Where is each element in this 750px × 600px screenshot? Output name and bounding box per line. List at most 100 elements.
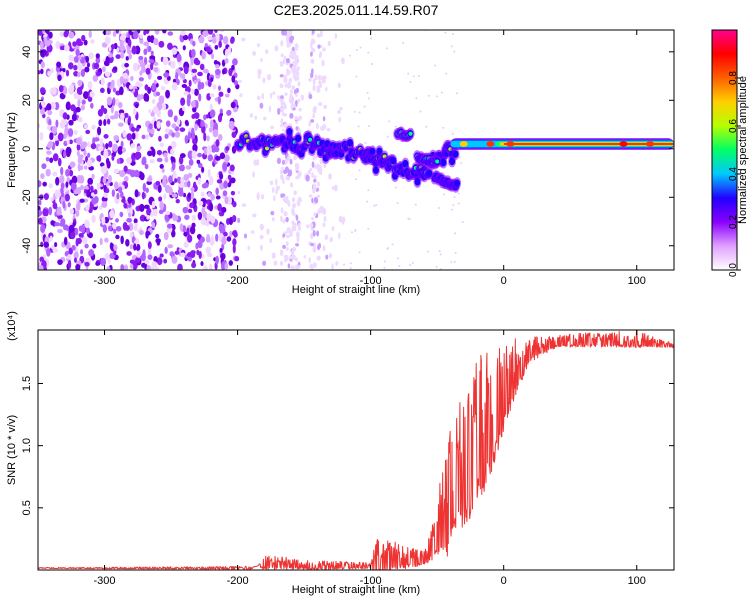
noise-speckle (78, 233, 84, 238)
noise-speckle (146, 180, 153, 185)
noise-speckle (50, 220, 55, 226)
noise-speckle (67, 254, 72, 260)
signal-core (408, 131, 413, 136)
noise-speckle (289, 230, 293, 237)
noise-speckle (54, 189, 60, 199)
noise-speckle (46, 150, 52, 155)
noise-speckle (238, 79, 242, 84)
signal-blob (372, 166, 379, 174)
noise-speckle (104, 71, 111, 77)
noise-speckle (316, 33, 321, 38)
spectrogram-y-ticks: -40 -20 0 20 40 (21, 46, 674, 254)
noise-speckle (328, 173, 332, 180)
noise-speckle (190, 100, 197, 108)
noise-speckle (206, 234, 211, 242)
noise-speckle (322, 116, 326, 122)
signal-peak (506, 140, 515, 147)
noise-speckle (334, 33, 338, 40)
noise-speckle (139, 34, 144, 39)
noise-speckle (189, 251, 196, 259)
noise-speckle (80, 249, 84, 255)
noise-speckle (178, 182, 185, 188)
noise-speckle (339, 106, 343, 111)
noise-speckle (285, 68, 289, 75)
noise-speckle (337, 82, 341, 89)
noise-speckle (174, 250, 180, 255)
snr-plot-area (38, 330, 674, 570)
snr-panel: -300 -200 -100 0 100 0.5 1.0 1.5 Height of str… (6, 311, 675, 596)
noise-speckle (354, 229, 357, 232)
noise-speckle (57, 74, 62, 82)
noise-speckle (233, 80, 239, 86)
noise-speckle (201, 125, 206, 134)
noise-speckle (451, 33, 454, 36)
noise-speckle (210, 53, 215, 60)
noise-speckle (43, 241, 50, 248)
noise-speckle (158, 209, 164, 215)
noise-speckle (249, 113, 254, 118)
noise-speckle (147, 254, 153, 260)
noise-speckle (126, 133, 133, 141)
noise-speckle (128, 53, 132, 60)
noise-speckle (228, 120, 235, 130)
noise-speckle (443, 193, 446, 196)
noise-speckle (450, 261, 453, 264)
noise-speckle (151, 99, 156, 104)
noise-speckle (75, 106, 81, 113)
noise-speckle (312, 113, 316, 119)
noise-speckle (92, 243, 97, 249)
noise-speckle (153, 67, 159, 72)
x-tick-label: -100 (360, 275, 382, 287)
noise-speckle (303, 255, 307, 259)
noise-speckle (129, 232, 134, 238)
noise-speckle (124, 112, 129, 118)
noise-speckle (254, 115, 258, 120)
noise-speckle (103, 149, 109, 159)
noise-speckle (41, 163, 47, 170)
noise-speckle (200, 217, 206, 226)
noise-speckle (117, 145, 123, 155)
noise-speckle (171, 161, 176, 171)
noise-speckle (256, 43, 261, 48)
noise-speckle (189, 202, 195, 209)
noise-speckle (212, 122, 219, 131)
noise-speckle (207, 154, 214, 162)
noise-speckle (296, 116, 301, 122)
noise-speckle (182, 206, 189, 214)
noise-speckle (64, 44, 70, 52)
noise-speckle (306, 224, 310, 229)
noise-speckle (454, 232, 457, 235)
colorbar-tick-label: 0.2 (728, 215, 739, 229)
noise-speckle (106, 118, 111, 125)
noise-speckle (316, 194, 321, 199)
noise-speckle (197, 81, 202, 91)
noise-speckle (107, 53, 114, 58)
noise-speckle (288, 77, 293, 84)
noise-speckle (51, 87, 57, 95)
noise-speckle (118, 109, 125, 115)
noise-speckle (338, 232, 341, 240)
noise-speckle (312, 78, 316, 86)
noise-speckle (411, 262, 414, 265)
noise-speckle (435, 95, 438, 98)
noise-speckle (47, 142, 52, 149)
noise-speckle (291, 220, 295, 226)
noise-speckle (178, 190, 184, 197)
noise-speckle (234, 256, 240, 262)
noise-speckle (226, 236, 232, 242)
noise-speckle (144, 84, 149, 91)
noise-speckle (215, 187, 219, 196)
noise-speckle (47, 44, 53, 53)
noise-speckle (107, 225, 113, 232)
noise-speckle (159, 201, 164, 210)
noise-speckle (460, 162, 463, 165)
noise-speckle (84, 261, 90, 267)
noise-speckle (453, 260, 456, 263)
noise-speckle (156, 120, 161, 129)
noise-speckle (269, 237, 273, 243)
noise-speckle (313, 106, 317, 111)
noise-speckle (68, 139, 74, 145)
noise-speckle (221, 68, 226, 75)
noise-speckle (312, 245, 317, 253)
noise-speckle (310, 58, 315, 64)
